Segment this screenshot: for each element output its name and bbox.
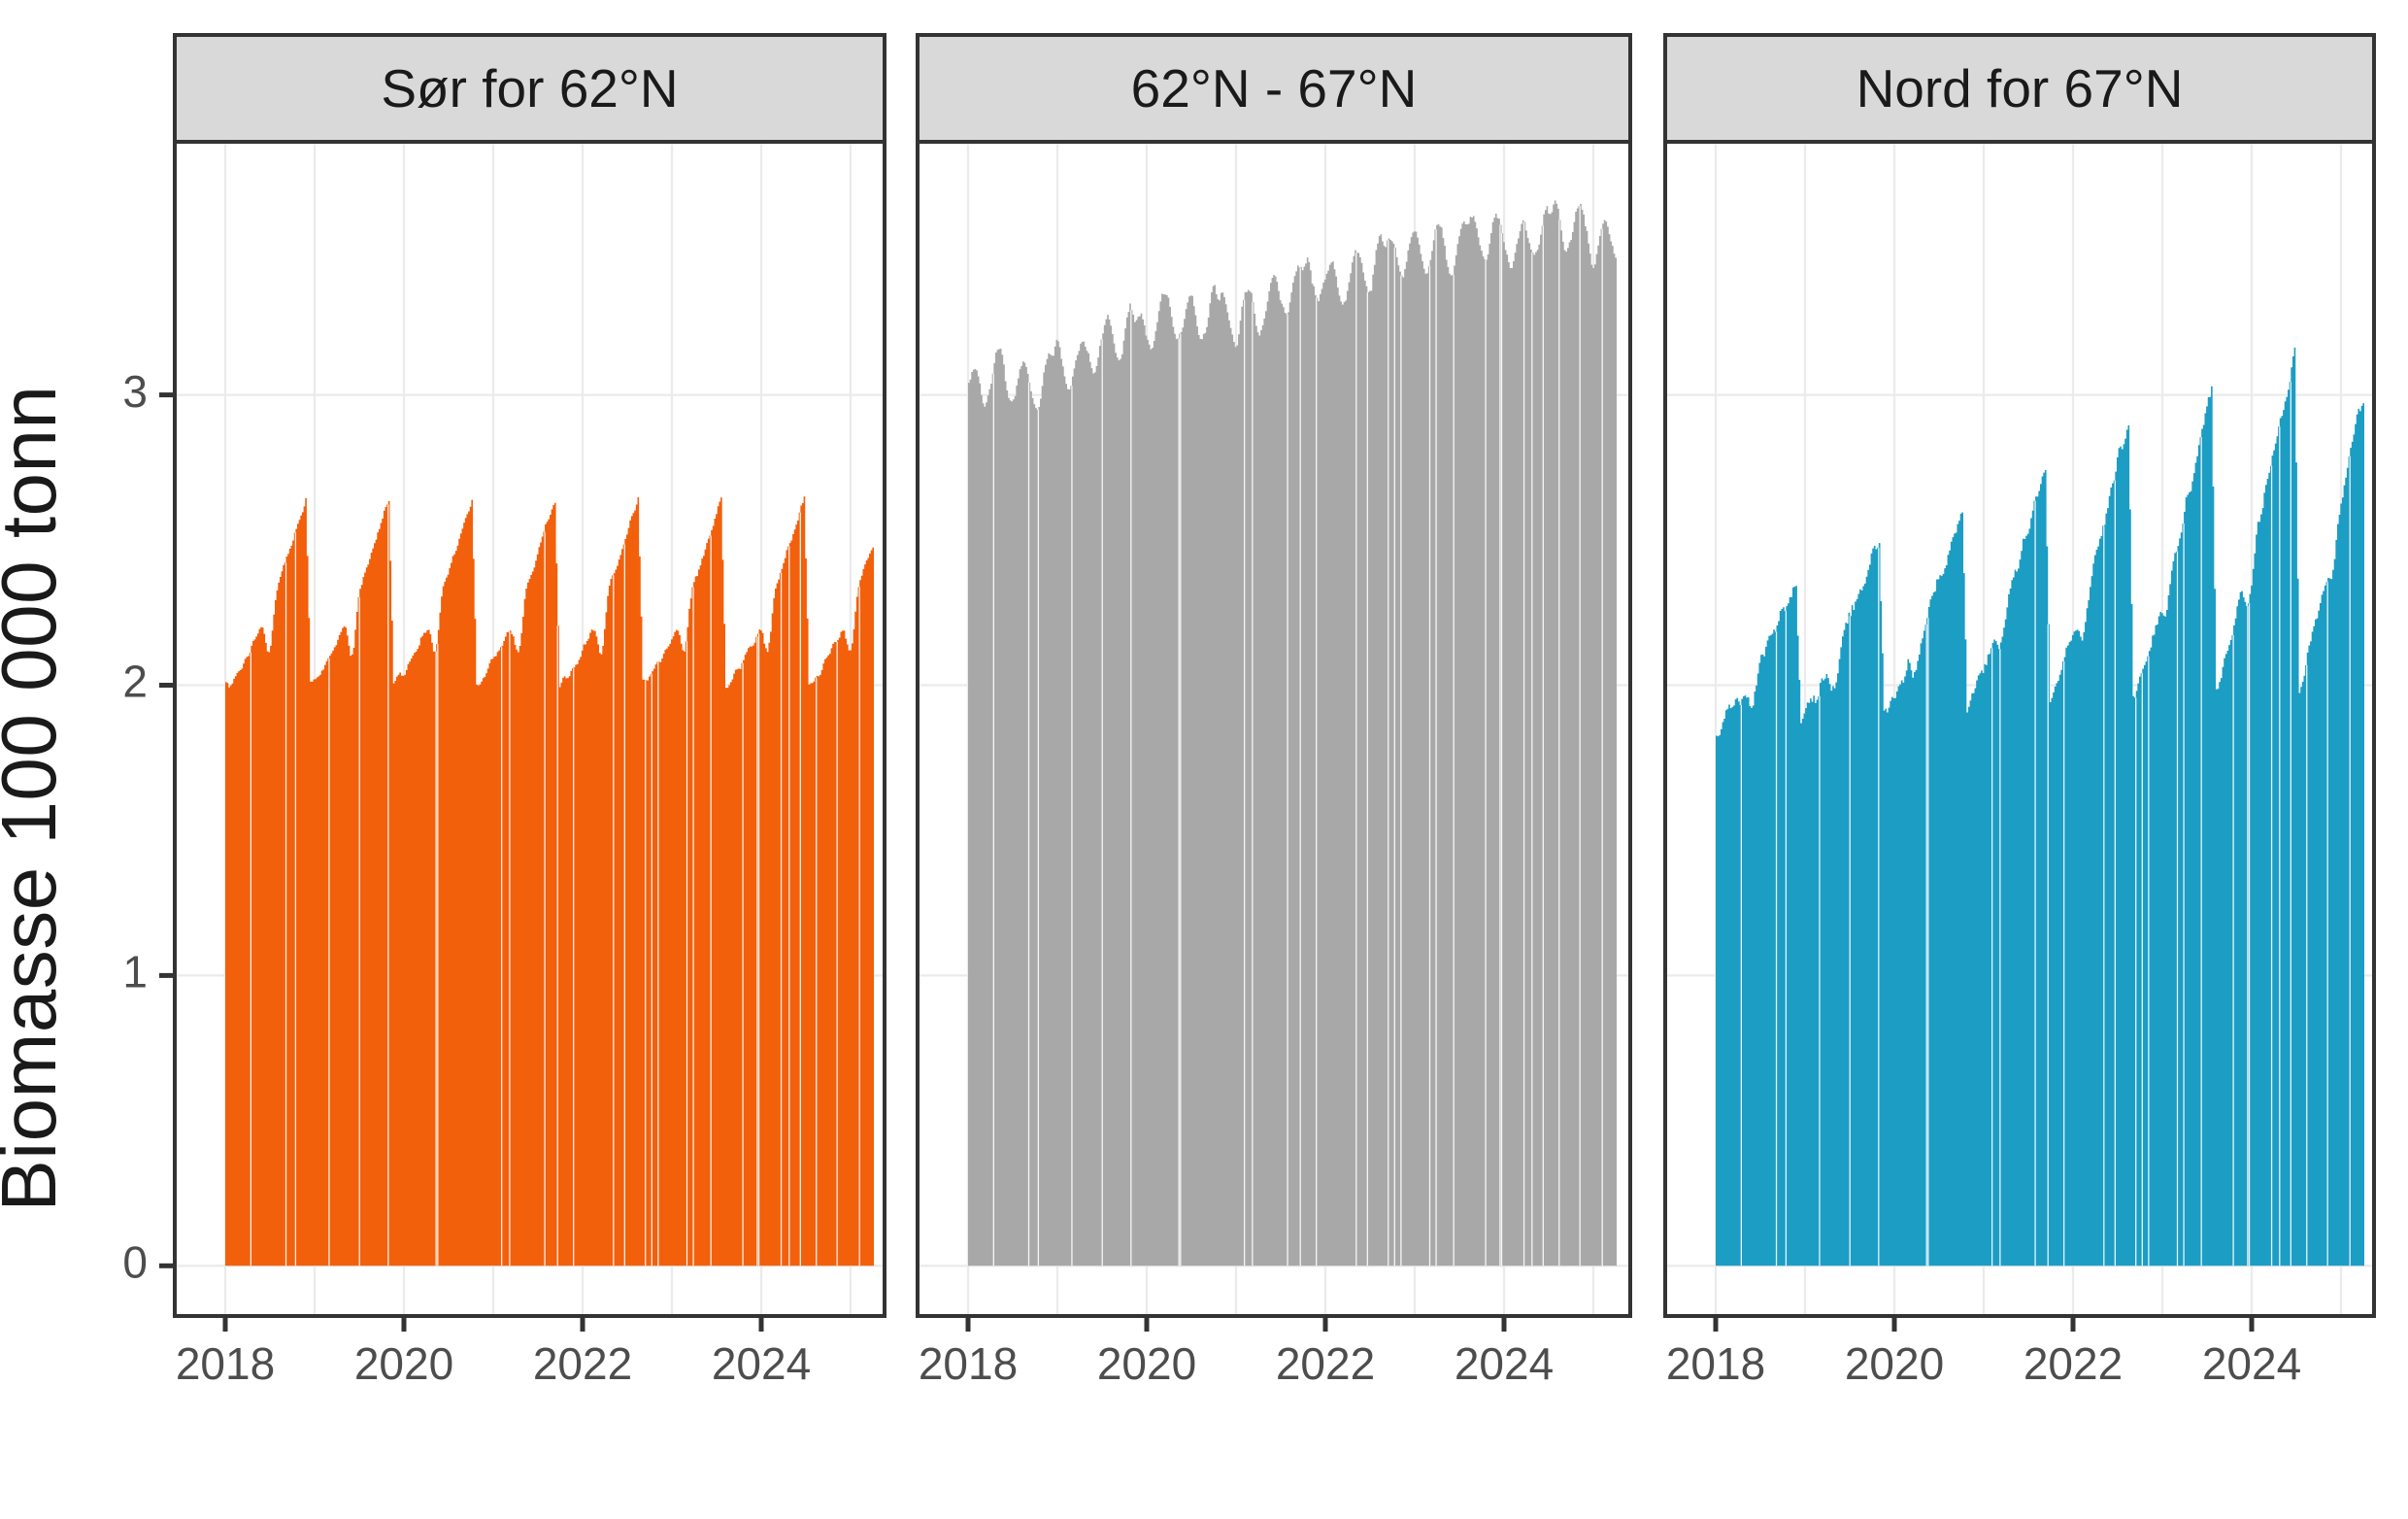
svg-text:3: 3 bbox=[122, 366, 148, 417]
svg-text:2022: 2022 bbox=[2023, 1338, 2123, 1389]
svg-text:2024: 2024 bbox=[1455, 1338, 1554, 1389]
svg-text:2018: 2018 bbox=[176, 1338, 275, 1389]
svg-text:Sør for 62°N: Sør for 62°N bbox=[381, 58, 678, 118]
svg-text:1: 1 bbox=[122, 947, 148, 997]
svg-text:2018: 2018 bbox=[919, 1338, 1018, 1389]
svg-text:2024: 2024 bbox=[712, 1338, 811, 1389]
svg-text:Nord for 67°N: Nord for 67°N bbox=[1856, 58, 2184, 118]
svg-text:2020: 2020 bbox=[1097, 1338, 1196, 1389]
svg-text:0: 0 bbox=[122, 1236, 148, 1287]
svg-text:62°N - 67°N: 62°N - 67°N bbox=[1131, 58, 1418, 118]
svg-text:2022: 2022 bbox=[1276, 1338, 1375, 1389]
svg-text:2020: 2020 bbox=[354, 1338, 453, 1389]
svg-text:2024: 2024 bbox=[2202, 1338, 2301, 1389]
svg-text:2022: 2022 bbox=[533, 1338, 632, 1389]
svg-text:2: 2 bbox=[122, 657, 148, 707]
svg-text:2018: 2018 bbox=[1666, 1338, 1765, 1389]
svg-text:2020: 2020 bbox=[1845, 1338, 1944, 1389]
